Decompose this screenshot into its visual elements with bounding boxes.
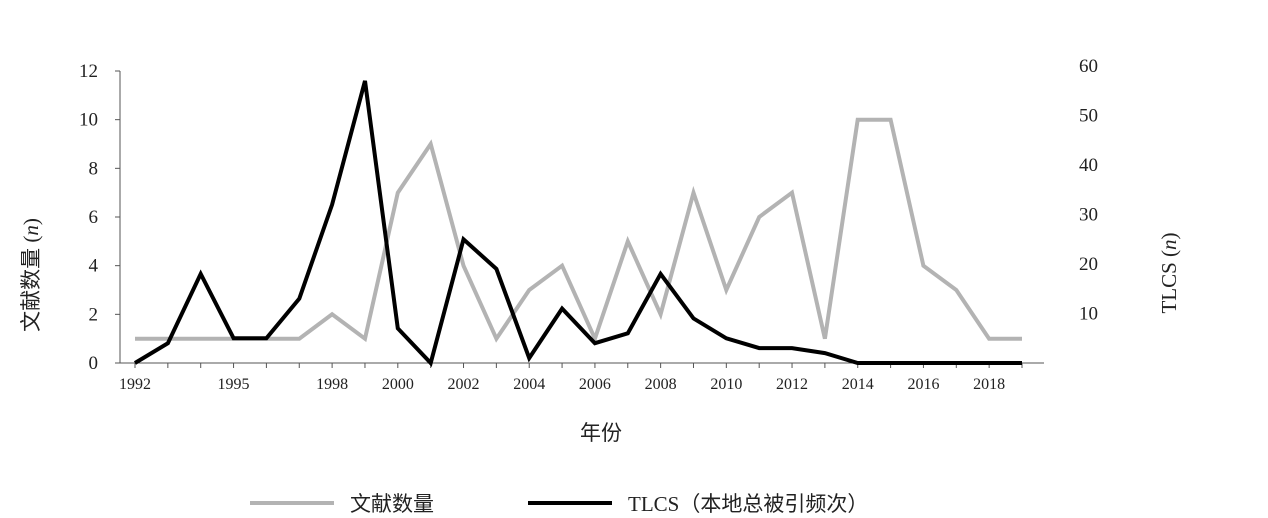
y-left-tick-label: 8 (89, 158, 99, 179)
y-left-tick-label: 0 (89, 353, 99, 374)
x-axis-title: 年份 (580, 421, 622, 445)
x-tick-label: 1992 (119, 376, 151, 393)
legend-swatch-publications (250, 501, 334, 505)
x-tick-label: 2014 (842, 376, 874, 393)
y-right-tick-label: 50 (1079, 106, 1098, 127)
x-tick-label: 1995 (218, 376, 250, 393)
x-tick-label: 2018 (973, 376, 1005, 393)
y-left-axis-title: 文献数量 (n) (19, 218, 43, 332)
series-layer (133, 80, 1022, 367)
y-left-tick-label: 4 (89, 256, 99, 277)
legend-swatch-tlcs (528, 501, 612, 505)
x-tick-label: 2016 (907, 376, 939, 393)
y-right-tick-label: 10 (1079, 304, 1098, 325)
y-left-tick-label: 10 (79, 110, 98, 131)
x-tick-label: 2008 (645, 376, 677, 393)
y-right-tick-label: 60 (1079, 56, 1098, 77)
x-tick-label: 2010 (710, 376, 742, 393)
x-tick-label: 1998 (316, 376, 348, 393)
dual-axis-line-chart: 0 2 4 6 8 10 12 10 20 30 40 50 60 1992 1995 1998 2000 200… (19, 56, 1181, 445)
legend-item-tlcs: TLCS（本地总被引频次） (528, 488, 868, 518)
legend-label-tlcs: TLCS（本地总被引频次） (628, 492, 869, 516)
series-line-publications (135, 117, 1022, 345)
y-left-tick-label: 12 (79, 61, 98, 82)
y-left-tick-label: 2 (89, 304, 99, 325)
labels-layer: 0 2 4 6 8 10 12 10 20 30 40 50 60 1992 1995 1998 2000 200… (19, 56, 1181, 445)
x-tick-label: 2002 (448, 376, 480, 393)
axes (115, 70, 1044, 368)
legend-item-publications: 文献数量 (250, 488, 434, 518)
legend: 文献数量 TLCS（本地总被引频次） (0, 488, 1268, 518)
x-tick-label: 2006 (579, 376, 611, 393)
y-right-axis-title: TLCS (n) (1157, 232, 1181, 313)
y-right-tick-label: 40 (1079, 155, 1098, 176)
x-tick-label: 2012 (776, 376, 808, 393)
y-right-tick-label: 20 (1079, 254, 1098, 275)
y-right-tick-label: 30 (1079, 205, 1098, 226)
y-left-tick-label: 6 (89, 207, 99, 228)
legend-label-publications: 文献数量 (350, 492, 434, 516)
x-tick-label: 2000 (382, 376, 414, 393)
x-tick-label: 2004 (513, 376, 545, 393)
series-line-tlcs (133, 80, 1022, 367)
